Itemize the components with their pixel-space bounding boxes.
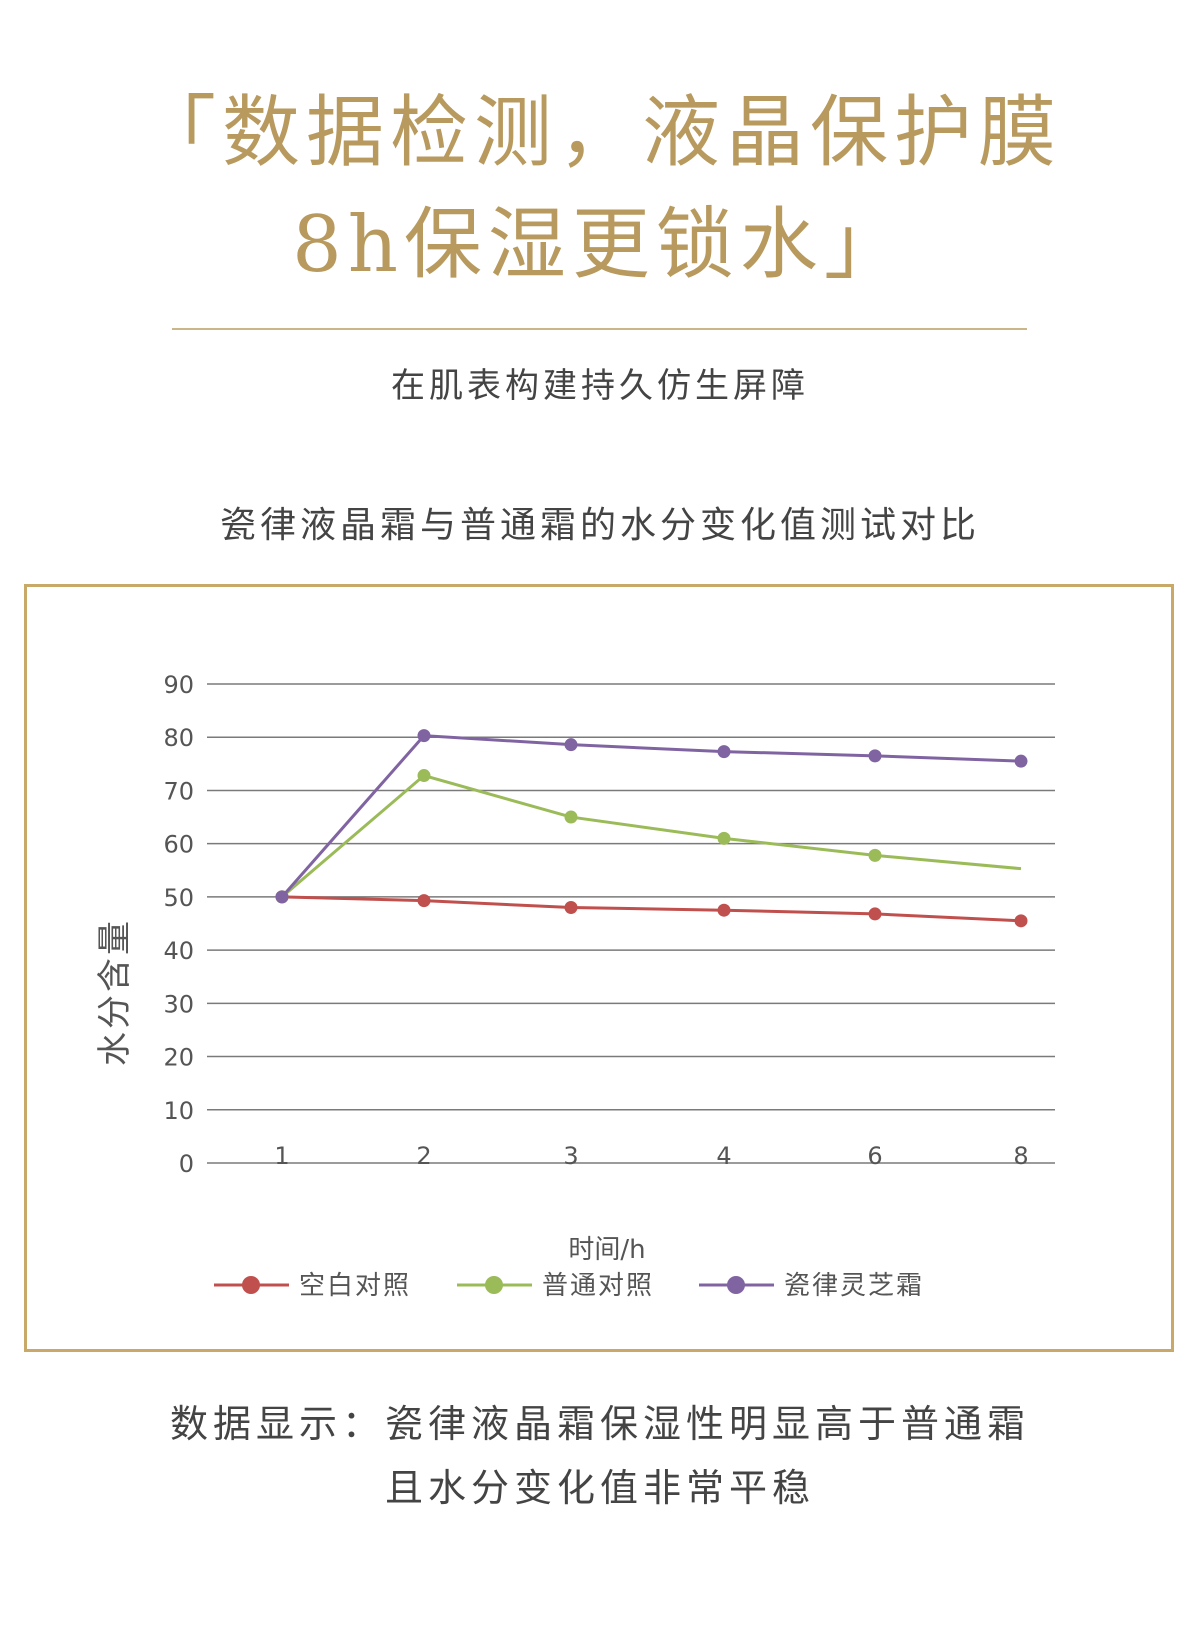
data-point xyxy=(868,749,882,763)
y-tick-label: 10 xyxy=(163,1097,194,1125)
y-tick-label: 0 xyxy=(179,1150,194,1178)
x-tick-label: 3 xyxy=(563,1142,578,1170)
data-point xyxy=(717,831,731,845)
line-chart: 0 10 20 30 40 50 60 70 80 90 1 2 3 4 6 8 水分含量 时间/h 空白对… xyxy=(95,671,1055,1301)
data-point xyxy=(868,907,882,921)
x-tick-label: 4 xyxy=(716,1142,731,1170)
legend-label: 瓷律灵芝霜 xyxy=(784,1271,924,1301)
chart-frame xyxy=(24,584,1174,1352)
y-tick-label: 90 xyxy=(163,671,194,699)
data-point xyxy=(275,890,289,904)
data-point xyxy=(417,729,431,743)
series-line xyxy=(281,895,1022,923)
data-point xyxy=(564,810,578,824)
data-point xyxy=(868,848,882,862)
series-line xyxy=(280,734,1022,898)
legend-marker xyxy=(727,1276,745,1294)
data-point xyxy=(564,738,578,752)
y-tick-label: 20 xyxy=(163,1044,194,1072)
divider xyxy=(172,328,1027,330)
x-tick-label: 8 xyxy=(1013,1142,1028,1170)
data-point xyxy=(417,894,431,908)
headline-line1: 「数据检测，液晶保护膜 xyxy=(137,88,1062,178)
x-tick-label: 1 xyxy=(274,1142,289,1170)
legend-marker xyxy=(242,1276,260,1294)
y-tick-label: 50 xyxy=(163,884,194,912)
headline-line2: 8h保湿更锁水」 xyxy=(292,200,908,290)
data-point xyxy=(717,745,731,759)
y-tick-label: 40 xyxy=(163,937,194,965)
legend-label: 空白对照 xyxy=(299,1271,411,1301)
x-axis-label: 时间/h xyxy=(568,1235,645,1265)
x-tick-label: 2 xyxy=(416,1142,431,1170)
data-point xyxy=(564,901,578,915)
y-axis-label: 水分含量 xyxy=(95,918,135,1066)
y-tick-label: 60 xyxy=(163,831,194,859)
legend-marker xyxy=(485,1276,503,1294)
series-line xyxy=(281,773,1022,899)
data-point xyxy=(1014,754,1028,768)
data-point xyxy=(1014,914,1028,928)
x-tick-label: 6 xyxy=(867,1142,882,1170)
data-point xyxy=(717,903,731,917)
legend-label: 普通对照 xyxy=(542,1271,654,1301)
data-point xyxy=(417,769,431,783)
subtitle: 在肌表构建持久仿生屏障 xyxy=(391,366,809,406)
footer-line1: 数据显示：瓷律液晶霜保湿性明显高于普通霜 xyxy=(169,1402,1030,1446)
y-tick-label: 70 xyxy=(163,777,194,805)
footer-line2: 且水分变化值非常平稳 xyxy=(384,1466,815,1510)
chart-title: 瓷律液晶霜与普通霜的水分变化值测试对比 xyxy=(219,505,980,546)
y-tick-label: 80 xyxy=(163,724,194,752)
y-tick-label: 30 xyxy=(163,990,194,1018)
